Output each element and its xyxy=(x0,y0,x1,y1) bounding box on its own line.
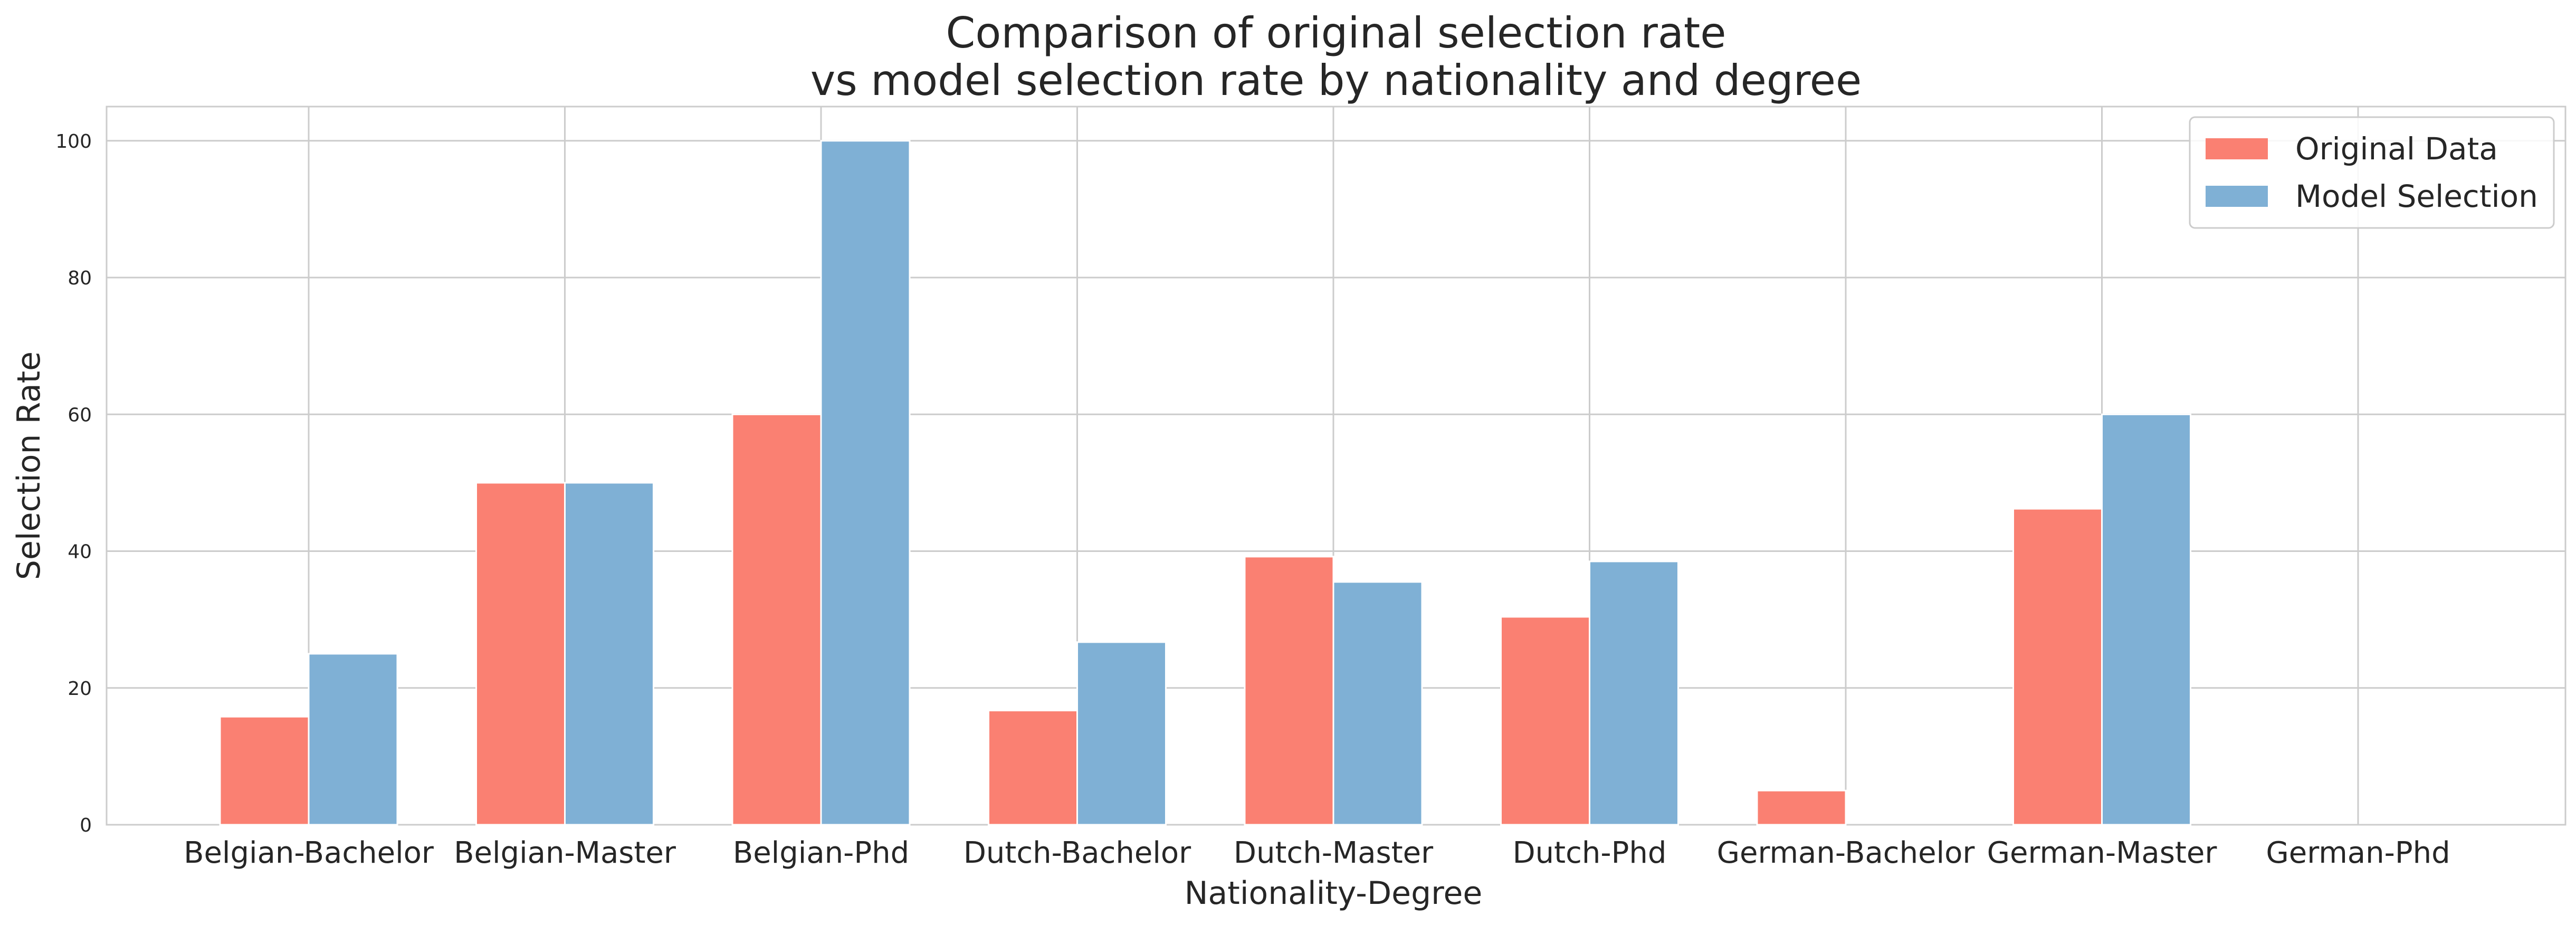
bar-original-data-belgian-phd xyxy=(731,413,822,826)
x-tick-label-belgian-bachelor: Belgian-Bachelor xyxy=(184,836,434,870)
y-tick-label: 100 xyxy=(55,131,92,152)
legend-swatch-model-selection xyxy=(2206,186,2268,207)
x-tick-label-dutch-bachelor: Dutch-Bachelor xyxy=(963,836,1191,870)
bar-model-selection-dutch-bachelor xyxy=(1076,641,1167,826)
bar-model-selection-belgian-master xyxy=(564,482,654,826)
y-axis-label: Selection Rate xyxy=(11,351,47,580)
chart-title-line-1: Comparison of original selection rate xyxy=(946,8,1726,58)
y-tick-label: 60 xyxy=(68,404,92,426)
bar-original-data-german-master xyxy=(2012,508,2103,826)
y-tick-label: 80 xyxy=(68,268,92,289)
legend-label-original-data: Original Data xyxy=(2295,131,2498,167)
bar-original-data-dutch-bachelor xyxy=(988,710,1078,826)
bars xyxy=(219,140,2191,826)
x-tick-label-german-phd: German-Phd xyxy=(2266,836,2450,870)
y-tick-label: 0 xyxy=(80,815,92,836)
chart-title: Comparison of original selection rate vs… xyxy=(810,8,1862,105)
bar-model-selection-belgian-phd xyxy=(820,140,911,826)
x-tick-label-dutch-master: Dutch-Master xyxy=(1234,836,1434,870)
chart-title-line-2: vs model selection rate by nationality a… xyxy=(810,56,1862,105)
bar-original-data-dutch-phd xyxy=(1500,616,1590,826)
y-tick-label: 40 xyxy=(68,541,92,563)
bar-model-selection-dutch-master xyxy=(1332,581,1423,826)
x-axis-label: Nationality-Degree xyxy=(1185,875,1483,912)
legend-swatch-original-data xyxy=(2206,138,2268,159)
x-tick-label-dutch-phd: Dutch-Phd xyxy=(1513,836,1667,870)
legend-box xyxy=(2189,116,2555,229)
x-tick-label-belgian-phd: Belgian-Phd xyxy=(733,836,909,870)
bar-original-data-belgian-bachelor xyxy=(219,716,310,826)
bar-original-data-german-bachelor xyxy=(1756,789,1847,826)
x-axis-ticks: Belgian-Bachelor Belgian-Master Belgian-Ph… xyxy=(184,836,2450,870)
x-tick-label-german-bachelor: German-Bachelor xyxy=(1717,836,1976,870)
y-axis-ticks: 0 20 40 60 80 100 xyxy=(55,131,92,836)
legend: Original Data Model Selection xyxy=(2189,116,2555,229)
legend-label-model-selection: Model Selection xyxy=(2295,178,2538,214)
bar-original-data-dutch-master xyxy=(1244,556,1334,826)
bar-model-selection-dutch-phd xyxy=(1589,560,1679,826)
x-tick-label-german-master: German-Master xyxy=(1987,836,2218,870)
bar-original-data-belgian-master xyxy=(475,482,566,826)
bar-model-selection-belgian-bachelor xyxy=(308,653,398,826)
x-tick-label-belgian-master: Belgian-Master xyxy=(454,836,676,870)
bar-model-selection-german-master xyxy=(2101,413,2191,826)
y-tick-label: 20 xyxy=(68,678,92,700)
